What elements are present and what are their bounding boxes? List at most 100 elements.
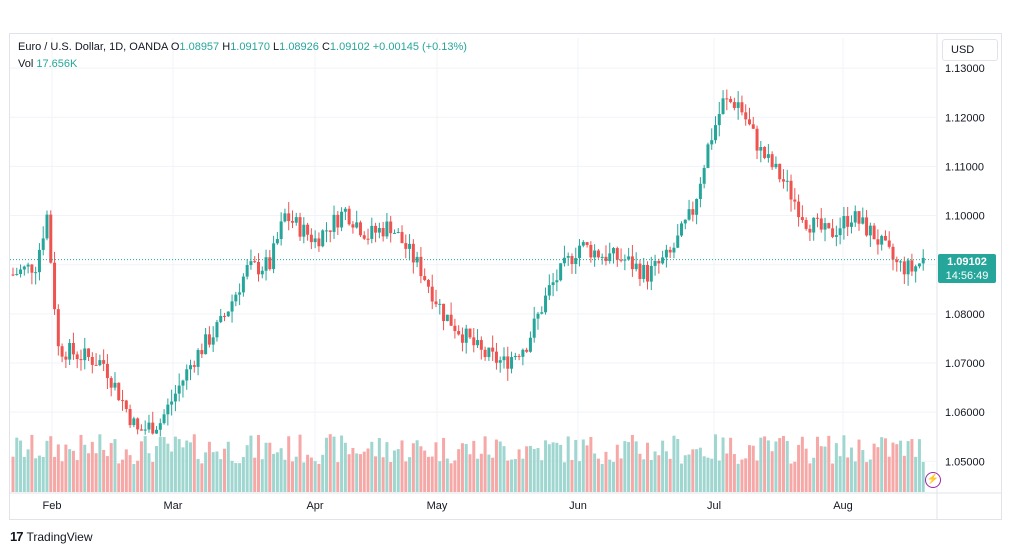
candle-body [358, 222, 362, 236]
volume-bar [249, 435, 253, 492]
candle-body [842, 216, 846, 229]
candle-body [256, 262, 260, 275]
volume-bar [309, 457, 313, 492]
candle-body [336, 214, 340, 228]
candle-body [513, 355, 517, 358]
candle-body [917, 263, 921, 267]
volume-bar [562, 462, 566, 492]
candle-body [657, 260, 661, 264]
candle-body [332, 214, 336, 232]
candle-body [68, 342, 72, 360]
volume-bar [279, 448, 283, 492]
volume-bar [423, 450, 427, 492]
candle-body [207, 334, 211, 345]
volume-bar [173, 436, 177, 492]
tradingview-logo[interactable]: 17 TradingView [10, 529, 93, 544]
volume-bar [725, 453, 729, 492]
legend-volume-value: 17.656K [36, 58, 78, 70]
volume-bar [683, 455, 687, 492]
legend-high: 1.09170 [230, 41, 270, 53]
volume-bar [438, 461, 442, 492]
currency-button[interactable]: USD [942, 39, 998, 61]
candle-body [294, 217, 298, 223]
volume-bar [226, 441, 230, 492]
candle-body [868, 225, 872, 236]
candle-body [747, 119, 751, 125]
volume-bar [445, 458, 449, 492]
volume-bar [136, 460, 140, 492]
candle-body [170, 401, 174, 405]
volume-bar [691, 449, 695, 492]
candle-body [445, 314, 449, 322]
candle-body [910, 260, 914, 272]
volume-bar [619, 458, 623, 492]
candle-body [766, 154, 770, 158]
candle-body [234, 294, 238, 302]
candle-body [355, 222, 359, 228]
candle-body [396, 232, 400, 234]
candle-body [781, 179, 785, 182]
volume-bar [604, 451, 608, 492]
candle-body [861, 217, 865, 224]
lightning-icon[interactable]: ⚡ [925, 472, 941, 488]
candle-body [453, 325, 457, 332]
volume-bar [608, 459, 612, 492]
volume-bar [687, 454, 691, 492]
candle-body [287, 213, 291, 222]
candle-body [147, 422, 151, 430]
candle-body [525, 349, 529, 352]
candle-body [491, 347, 495, 352]
candle-body [653, 260, 657, 266]
candle-body [41, 238, 45, 250]
candle-body [785, 180, 789, 182]
candle-body [56, 309, 60, 347]
current-price-tag: 1.09102 14:56:49 [938, 254, 996, 283]
candle-body [846, 216, 850, 227]
candle-body [279, 221, 283, 240]
volume-bar [317, 463, 321, 492]
candle-body [245, 265, 249, 277]
volume-bar [838, 456, 842, 492]
volume-bar [158, 436, 162, 492]
candle-body [578, 245, 582, 259]
volume-bar [464, 444, 468, 492]
candle-body [449, 314, 453, 326]
volume-bar [102, 449, 106, 492]
candle-body [698, 183, 702, 199]
candle-body [415, 256, 419, 263]
volume-bar [151, 461, 155, 492]
volume-bar [887, 456, 891, 492]
candle-body [630, 256, 634, 270]
candle-body [751, 124, 755, 129]
volume-bar [578, 461, 582, 492]
legend-ohlc: Euro / U.S. Dollar, 1D, OANDA O1.08957 H… [18, 41, 467, 53]
candle-body [158, 423, 162, 430]
volume-bar [740, 459, 744, 492]
candle-body [695, 198, 699, 215]
candle-body [649, 265, 653, 282]
candle-body [566, 256, 570, 258]
price-tick-label: 1.13000 [945, 63, 985, 75]
volume-bar [434, 442, 438, 492]
volume-bar [804, 448, 808, 492]
price-tick-label: 1.05000 [945, 456, 985, 468]
volume-bar [653, 451, 657, 492]
volume-bar [574, 439, 578, 492]
volume-bar [853, 461, 857, 492]
candle-body [408, 243, 412, 249]
volume-bar [612, 461, 616, 492]
chart-frame[interactable] [9, 33, 1002, 520]
price-tick-label: 1.11000 [945, 161, 984, 173]
volume-bar [355, 453, 359, 492]
candle-body [849, 222, 853, 227]
price-tick-label: 1.08000 [945, 309, 985, 321]
candle-body [615, 248, 619, 260]
candle-body [411, 243, 415, 263]
volume-bar [789, 463, 793, 492]
volume-bar [642, 459, 646, 492]
candle-body [600, 256, 604, 258]
current-price-label: 1.09102 [947, 256, 987, 268]
candle-body [317, 238, 321, 247]
volume-bar [634, 441, 638, 492]
